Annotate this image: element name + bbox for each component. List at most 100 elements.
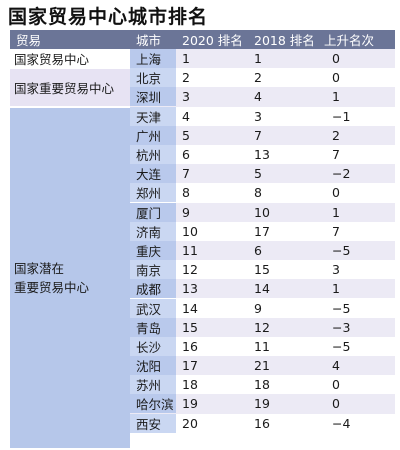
header-trade: 贸易 (10, 30, 130, 49)
rank-2018-cell: 19 (254, 396, 270, 412)
ranking-table: 贸易 国家贸易中心 国家重要贸易中心 国家潜在 重要贸易中心 城市 2020 排… (10, 30, 395, 448)
city-cell: 西安 (130, 413, 176, 433)
category-potential-line2: 重要贸易中心 (14, 280, 90, 295)
rank-2018-cell: 5 (254, 166, 262, 182)
change-cell: −1 (332, 108, 351, 124)
city-cell: 南京 (130, 260, 176, 280)
header-city: 城市 (136, 33, 162, 48)
rank-2020-cell: 14 (182, 300, 198, 316)
city-cell: 成都 (130, 279, 176, 299)
rank-2018-cell: 6 (254, 242, 262, 258)
category-potential: 国家潜在 重要贸易中心 (10, 106, 130, 448)
change-cell: 2 (332, 127, 340, 143)
rank-2020-cell: 7 (182, 166, 190, 182)
rank-2020-cell: 15 (182, 319, 198, 335)
table-row: 南京 12 15 3 (130, 260, 395, 280)
header-rank-2020: 2020 排名 (182, 33, 243, 48)
table-body: 上海 1 1 0 北京 2 2 0 深圳 3 4 1 天津 4 3 −1 广州 5 7 2 杭州 6 13 7 大连 7 5 −2 郑州… (130, 49, 395, 433)
rank-2018-cell: 18 (254, 377, 270, 393)
city-cell: 武汉 (130, 298, 176, 318)
city-cell: 哈尔滨 (130, 394, 176, 414)
city-cell: 济南 (130, 221, 176, 241)
rank-2018-cell: 21 (254, 358, 270, 374)
change-cell: −4 (332, 415, 351, 431)
page-title: 国家贸易中心城市排名 (8, 6, 209, 28)
header-rank-2018: 2018 排名 (254, 33, 315, 48)
city-cell: 广州 (130, 125, 176, 145)
rank-2020-cell: 20 (182, 415, 198, 431)
rank-2018-cell: 15 (254, 262, 270, 278)
rank-2020-cell: 17 (182, 358, 198, 374)
city-cell: 青岛 (130, 317, 176, 337)
change-cell: −5 (332, 300, 351, 316)
rank-2020-cell: 13 (182, 281, 198, 297)
data-columns: 城市 2020 排名 2018 排名 上升名次 上海 1 1 0 北京 2 2 0 深圳 3 4 1 天… (130, 30, 395, 448)
rank-2020-cell: 1 (182, 51, 190, 67)
rank-2020-cell: 16 (182, 338, 198, 354)
rank-2020-cell: 12 (182, 262, 198, 278)
city-cell: 上海 (130, 49, 176, 69)
city-cell: 北京 (130, 68, 176, 88)
table-row: 长沙 16 11 −5 (130, 336, 395, 356)
table-row: 厦门 9 10 1 (130, 202, 395, 222)
change-cell: 0 (332, 51, 340, 67)
category-important: 国家重要贸易中心 (10, 68, 130, 106)
change-cell: −5 (332, 242, 351, 258)
table-row: 济南 10 17 7 (130, 221, 395, 241)
rank-2018-cell: 12 (254, 319, 270, 335)
header-change: 上升名次 (324, 33, 375, 48)
city-cell: 郑州 (130, 183, 176, 203)
city-cell: 天津 (130, 106, 176, 126)
table-row: 青岛 15 12 −3 (130, 317, 395, 337)
rank-2020-cell: 5 (182, 127, 190, 143)
table-row: 天津 4 3 −1 (130, 106, 395, 126)
change-cell: 7 (332, 147, 340, 163)
city-cell: 深圳 (130, 87, 176, 107)
table-row: 沈阳 17 21 4 (130, 356, 395, 376)
city-cell: 长沙 (130, 336, 176, 356)
rank-2018-cell: 3 (254, 108, 262, 124)
table-row: 杭州 6 13 7 (130, 144, 395, 165)
table-row: 深圳 3 4 1 (130, 87, 395, 107)
rank-2020-cell: 10 (182, 223, 198, 239)
change-cell: 0 (332, 70, 340, 86)
rank-2020-cell: 3 (182, 89, 190, 105)
rank-2018-cell: 9 (254, 300, 262, 316)
table-row: 成都 13 14 1 (130, 279, 395, 299)
city-cell: 大连 (130, 164, 176, 184)
rank-2018-cell: 16 (254, 415, 270, 431)
header-row: 城市 2020 排名 2018 排名 上升名次 (130, 30, 395, 49)
rank-2020-cell: 9 (182, 204, 190, 220)
table-row: 北京 2 2 0 (130, 68, 395, 88)
rank-2020-cell: 8 (182, 185, 190, 201)
rank-2018-cell: 4 (254, 89, 262, 105)
rank-2020-cell: 18 (182, 377, 198, 393)
change-cell: −2 (332, 166, 351, 182)
table-row: 广州 5 7 2 (130, 125, 395, 145)
table-row: 武汉 14 9 −5 (130, 298, 395, 318)
table-row: 西安 20 16 −4 (130, 413, 395, 433)
rank-2018-cell: 14 (254, 281, 270, 297)
category-potential-line1: 国家潜在 (14, 261, 65, 276)
table-row: 大连 7 5 −2 (130, 164, 395, 184)
change-cell: 4 (332, 358, 340, 374)
change-cell: 1 (332, 204, 340, 220)
rank-2018-cell: 2 (254, 70, 262, 86)
city-cell: 苏州 (130, 375, 176, 395)
rank-2020-cell: 2 (182, 70, 190, 86)
change-cell: 0 (332, 377, 340, 393)
rank-2018-cell: 17 (254, 223, 270, 239)
city-cell: 杭州 (130, 145, 176, 165)
change-cell: 0 (332, 396, 340, 412)
rank-2020-cell: 6 (182, 147, 190, 163)
change-cell: 0 (332, 185, 340, 201)
rank-2018-cell: 13 (254, 147, 270, 163)
city-cell: 沈阳 (130, 356, 176, 376)
rank-2018-cell: 10 (254, 204, 270, 220)
rank-2018-cell: 1 (254, 51, 262, 67)
table-row: 上海 1 1 0 (130, 49, 395, 69)
change-cell: −5 (332, 338, 351, 354)
category-national: 国家贸易中心 (10, 49, 130, 68)
change-cell: 7 (332, 223, 340, 239)
change-cell: 3 (332, 262, 340, 278)
